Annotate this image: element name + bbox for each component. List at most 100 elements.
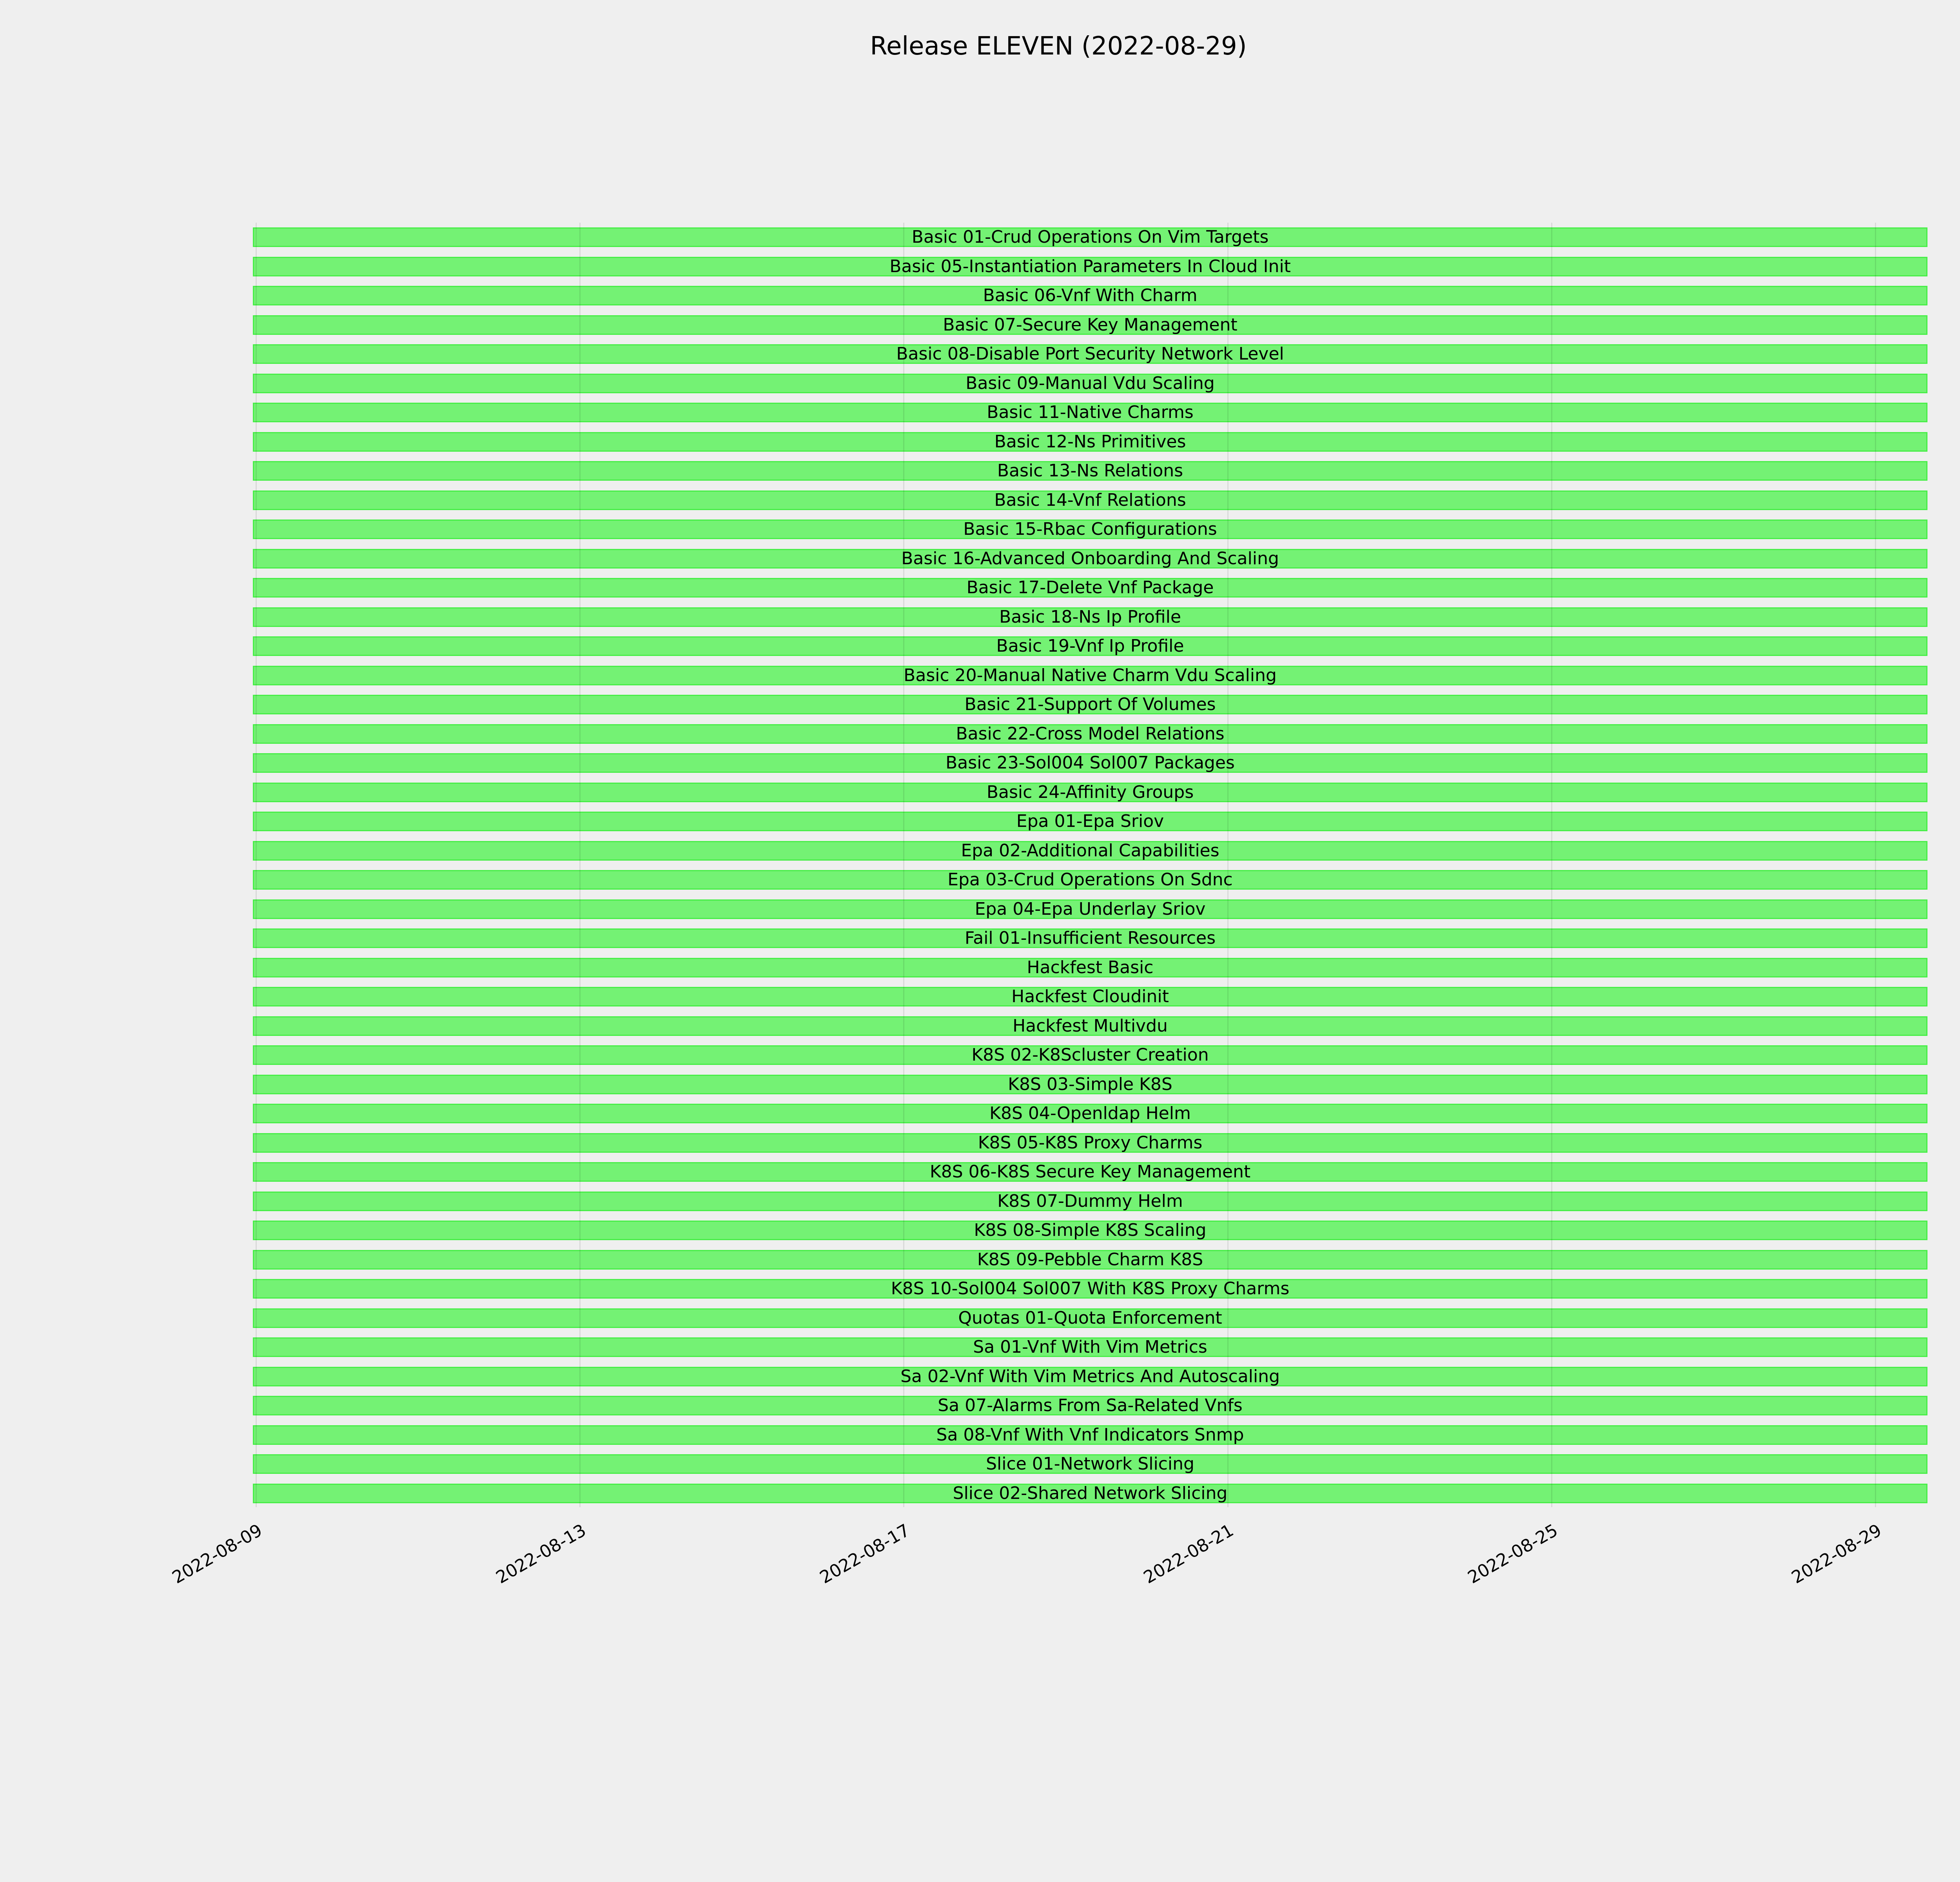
gantt-bar: Basic 01-Crud Operations On Vim Targets bbox=[253, 227, 1927, 247]
bar-label: Sa 02-Vnf With Vim Metrics And Autoscali… bbox=[900, 1366, 1280, 1386]
bar-label: Basic 18-Ns Ip Profile bbox=[999, 607, 1181, 627]
bar-label: Basic 01-Crud Operations On Vim Targets bbox=[911, 227, 1269, 247]
gantt-bar: Sa 01-Vnf With Vim Metrics bbox=[253, 1337, 1927, 1357]
bar-label: Epa 02-Additional Capabilities bbox=[961, 840, 1220, 861]
gantt-bar: K8S 05-K8S Proxy Charms bbox=[253, 1133, 1927, 1153]
bar-label: Basic 15-Rbac Configurations bbox=[963, 519, 1217, 539]
bar-label: Hackfest Cloudinit bbox=[1011, 986, 1169, 1006]
gridline bbox=[903, 223, 905, 1507]
gantt-bar: Basic 07-Secure Key Management bbox=[253, 315, 1927, 335]
x-axis-tick-label: 2022-08-29 bbox=[1788, 1520, 1885, 1588]
gridline bbox=[1227, 223, 1229, 1507]
plot-area: Basic 01-Crud Operations On Vim Targets B… bbox=[169, 223, 1927, 1588]
bar-label: Basic 17-Delete Vnf Package bbox=[966, 578, 1214, 598]
gantt-bar: Basic 22-Cross Model Relations bbox=[253, 724, 1927, 744]
gantt-bar: Basic 17-Delete Vnf Package bbox=[253, 578, 1927, 598]
bar-label: Epa 04-Epa Underlay Sriov bbox=[975, 899, 1206, 919]
bar-label: Sa 01-Vnf With Vim Metrics bbox=[973, 1337, 1207, 1357]
bar-label: Epa 03-Crud Operations On Sdnc bbox=[947, 870, 1233, 890]
gantt-bar: Epa 01-Epa Sriov bbox=[253, 812, 1927, 831]
gantt-bar: K8S 08-Simple K8S Scaling bbox=[253, 1221, 1927, 1240]
bar-label: Quotas 01-Quota Enforcement bbox=[958, 1308, 1222, 1328]
gantt-bar: Sa 02-Vnf With Vim Metrics And Autoscali… bbox=[253, 1366, 1927, 1386]
gantt-bar: Basic 09-Manual Vdu Scaling bbox=[253, 373, 1927, 393]
bar-label: K8S 05-K8S Proxy Charms bbox=[978, 1132, 1203, 1153]
bar-label: Basic 14-Vnf Relations bbox=[994, 490, 1186, 510]
bar-label: Basic 22-Cross Model Relations bbox=[956, 723, 1225, 744]
gantt-bar: Basic 19-Vnf Ip Profile bbox=[253, 636, 1927, 656]
bar-label: K8S 10-Sol004 Sol007 With K8S Proxy Char… bbox=[891, 1279, 1290, 1299]
x-axis-tick-label: 2022-08-09 bbox=[169, 1520, 266, 1588]
gantt-bar: Sa 07-Alarms From Sa-Related Vnfs bbox=[253, 1396, 1927, 1415]
bar-label: Basic 08-Disable Port Security Network L… bbox=[896, 344, 1284, 364]
gantt-bar: Hackfest Cloudinit bbox=[253, 987, 1927, 1006]
gantt-bar: Basic 16-Advanced Onboarding And Scaling bbox=[253, 549, 1927, 569]
bar-label: Basic 20-Manual Native Charm Vdu Scaling bbox=[904, 665, 1277, 685]
gantt-bar: Basic 11-Native Charms bbox=[253, 403, 1927, 422]
gantt-bar: Quotas 01-Quota Enforcement bbox=[253, 1308, 1927, 1328]
bar-label: Basic 11-Native Charms bbox=[987, 402, 1194, 422]
bar-label: Basic 07-Secure Key Management bbox=[943, 314, 1238, 335]
gantt-bar: K8S 03-Simple K8S bbox=[253, 1074, 1927, 1094]
bar-label: K8S 08-Simple K8S Scaling bbox=[974, 1220, 1207, 1240]
bar-label: Basic 16-Advanced Onboarding And Scaling bbox=[901, 548, 1279, 569]
bar-label: Basic 06-Vnf With Charm bbox=[983, 285, 1198, 305]
bar-label: Basic 12-Ns Primitives bbox=[994, 431, 1186, 452]
gantt-bar: Basic 12-Ns Primitives bbox=[253, 432, 1927, 452]
bar-label: Slice 02-Shared Network Slicing bbox=[953, 1483, 1228, 1503]
bar-label: K8S 07-Dummy Helm bbox=[997, 1191, 1183, 1211]
bar-label: Basic 19-Vnf Ip Profile bbox=[996, 636, 1184, 656]
bar-label: Basic 05-Instantiation Parameters In Clo… bbox=[889, 256, 1291, 276]
bar-label: K8S 09-Pebble Charm K8S bbox=[977, 1249, 1203, 1270]
x-axis-tick-label: 2022-08-21 bbox=[1140, 1520, 1238, 1588]
bar-label: K8S 04-Openldap Helm bbox=[989, 1103, 1191, 1123]
gantt-bar: K8S 09-Pebble Charm K8S bbox=[253, 1250, 1927, 1270]
gantt-bar: Hackfest Basic bbox=[253, 957, 1927, 977]
gridline bbox=[255, 223, 257, 1507]
gantt-bar: K8S 07-Dummy Helm bbox=[253, 1191, 1927, 1211]
bar-label: Basic 23-Sol004 Sol007 Packages bbox=[946, 753, 1235, 773]
gantt-bar: Basic 18-Ns Ip Profile bbox=[253, 607, 1927, 627]
gridline bbox=[579, 223, 581, 1507]
bar-label: Sa 08-Vnf With Vnf Indicators Snmp bbox=[936, 1424, 1244, 1445]
gantt-bar: Epa 03-Crud Operations On Sdnc bbox=[253, 870, 1927, 890]
gantt-bar: Fail 01-Insufficient Resources bbox=[253, 928, 1927, 948]
bar-label: Basic 13-Ns Relations bbox=[997, 461, 1183, 481]
gantt-bar: K8S 02-K8Scluster Creation bbox=[253, 1045, 1927, 1065]
bar-label: Basic 24-Affinity Groups bbox=[986, 782, 1194, 802]
bar-label: K8S 03-Simple K8S bbox=[1008, 1074, 1172, 1094]
gantt-bar: Basic 14-Vnf Relations bbox=[253, 490, 1927, 510]
gantt-bar: K8S 04-Openldap Helm bbox=[253, 1104, 1927, 1123]
gridline bbox=[1875, 223, 1877, 1507]
gantt-bar: Epa 04-Epa Underlay Sriov bbox=[253, 899, 1927, 919]
bar-label: Hackfest Multivdu bbox=[1013, 1015, 1168, 1036]
gantt-bar: K8S 06-K8S Secure Key Management bbox=[253, 1162, 1927, 1182]
bar-label: K8S 06-K8S Secure Key Management bbox=[929, 1162, 1251, 1182]
x-axis-tick-label: 2022-08-17 bbox=[816, 1520, 913, 1588]
x-axis-tick-label: 2022-08-25 bbox=[1464, 1520, 1561, 1588]
gantt-bar: K8S 10-Sol004 Sol007 With K8S Proxy Char… bbox=[253, 1279, 1927, 1299]
gantt-bar: Slice 01-Network Slicing bbox=[253, 1454, 1927, 1474]
gantt-bar: Hackfest Multivdu bbox=[253, 1016, 1927, 1036]
bar-label: Hackfest Basic bbox=[1027, 957, 1154, 977]
gantt-bar: Basic 15-Rbac Configurations bbox=[253, 520, 1927, 539]
bar-label: Epa 01-Epa Sriov bbox=[1016, 811, 1164, 831]
gridline bbox=[1551, 223, 1552, 1507]
bar-label: Basic 09-Manual Vdu Scaling bbox=[965, 373, 1215, 393]
bar-label: Sa 07-Alarms From Sa-Related Vnfs bbox=[938, 1395, 1243, 1415]
gantt-bar: Sa 08-Vnf With Vnf Indicators Snmp bbox=[253, 1425, 1927, 1445]
bar-label: K8S 02-K8Scluster Creation bbox=[971, 1045, 1209, 1065]
gantt-bar: Basic 21-Support Of Volumes bbox=[253, 695, 1927, 714]
gantt-bar: Basic 13-Ns Relations bbox=[253, 461, 1927, 481]
bar-label: Basic 21-Support Of Volumes bbox=[964, 694, 1216, 714]
gantt-bar: Epa 02-Additional Capabilities bbox=[253, 841, 1927, 861]
bar-label: Fail 01-Insufficient Resources bbox=[964, 928, 1216, 948]
gantt-bar: Slice 02-Shared Network Slicing bbox=[253, 1483, 1927, 1503]
gantt-bar: Basic 20-Manual Native Charm Vdu Scaling bbox=[253, 665, 1927, 685]
gantt-bar: Basic 24-Affinity Groups bbox=[253, 782, 1927, 802]
chart-title: Release ELEVEN (2022-08-29) bbox=[870, 32, 1247, 61]
gantt-bar: Basic 08-Disable Port Security Network L… bbox=[253, 344, 1927, 364]
bar-label: Slice 01-Network Slicing bbox=[986, 1454, 1194, 1474]
gantt-bar: Basic 06-Vnf With Charm bbox=[253, 286, 1927, 305]
